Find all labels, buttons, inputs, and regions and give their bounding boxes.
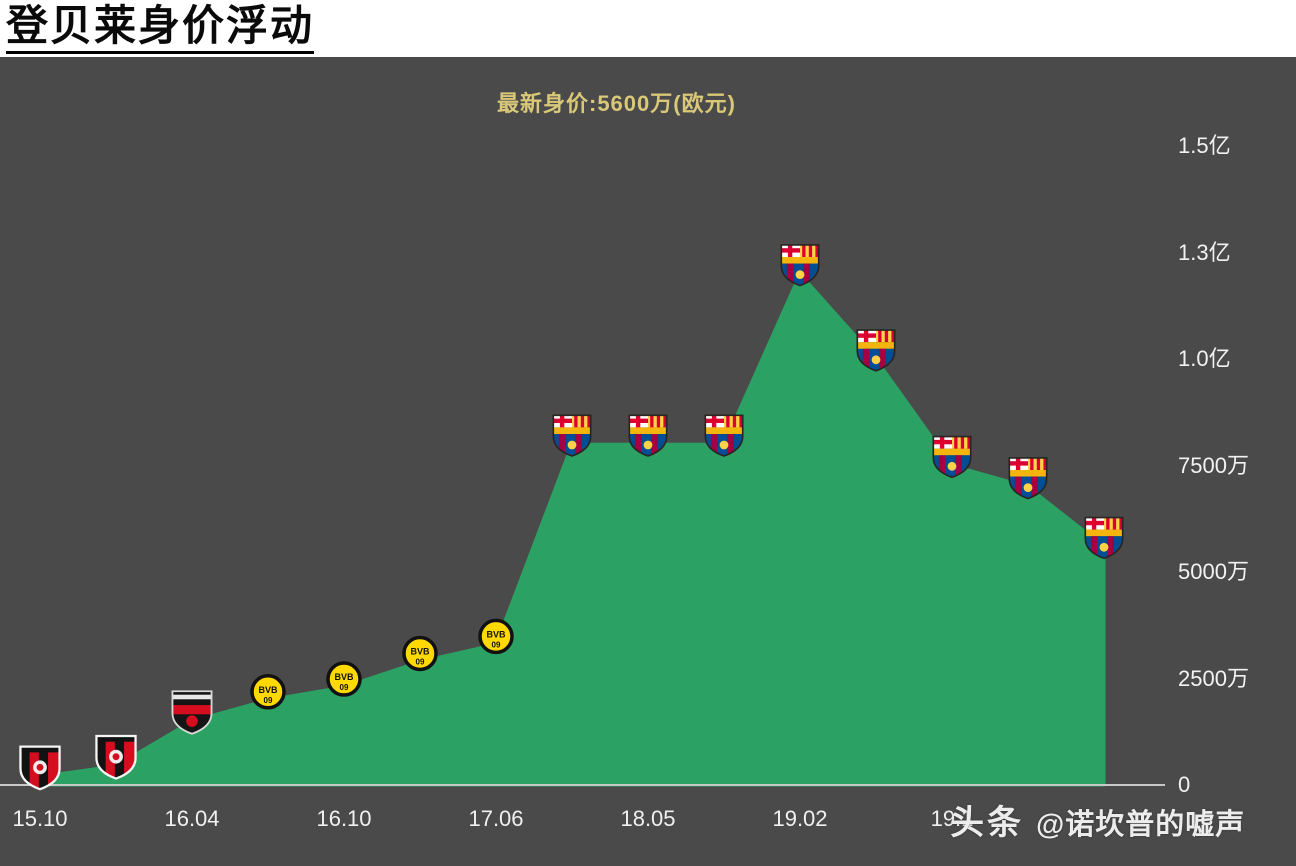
svg-text:09: 09	[416, 657, 425, 666]
svg-text:09: 09	[492, 640, 501, 649]
barcelona-badge-icon	[628, 414, 668, 457]
bvb-dortmund-badge-icon: BVB 09	[478, 618, 514, 655]
svg-text:09: 09	[340, 683, 349, 692]
bvb-dortmund-badge-icon: BVB 09	[326, 661, 362, 697]
x-axis-tick-label: 16.04	[164, 806, 220, 831]
svg-text:BVB: BVB	[334, 672, 354, 682]
rennes-badge-icon	[95, 734, 137, 780]
bvb-dortmund-badge-icon: BVB 09	[402, 635, 438, 672]
svg-text:BVB: BVB	[410, 646, 430, 656]
svg-text:09: 09	[264, 696, 273, 705]
watermark-brand-logo: 头条	[950, 804, 1024, 842]
watermark: 头条 @诺坎普的嘘声	[950, 795, 1245, 844]
svg-text:BVB: BVB	[486, 629, 506, 639]
y-axis-tick-label: 0	[1178, 772, 1191, 797]
y-axis-tick-label: 2500万	[1178, 665, 1249, 691]
watermark-handle: @诺坎普的嘘声	[1036, 809, 1246, 841]
header-bar: 登贝莱身价浮动	[0, 0, 1296, 57]
barcelona-badge-icon	[1084, 516, 1124, 560]
rennes-badge-icon	[19, 745, 61, 791]
y-axis-tick-label: 1.0亿	[1178, 346, 1231, 371]
barcelona-badge-icon	[704, 414, 744, 457]
barcelona-badge-icon	[1008, 457, 1048, 500]
x-axis-tick-label: 15.10	[12, 806, 68, 831]
bvb-dortmund-badge-icon: BVB 09	[250, 674, 286, 710]
y-axis-tick-label: 5000万	[1178, 559, 1249, 584]
latest-value-subtitle: 最新身价:5600万(欧元)	[497, 91, 736, 116]
x-axis-tick-label: 16.10	[316, 806, 372, 831]
x-axis-tick-label: 19.02	[772, 806, 828, 831]
x-axis-tick-label: 19.1	[930, 806, 974, 831]
y-axis-tick-label: 1.5亿	[1178, 133, 1231, 158]
x-axis-tick-label: 18.05	[620, 806, 676, 831]
barcelona-badge-icon	[856, 329, 896, 372]
barcelona-badge-icon	[552, 414, 592, 457]
page-title: 登贝莱身价浮动	[6, 3, 315, 55]
y-axis-tick-label: 7500万	[1178, 452, 1249, 478]
y-axis-tick-label: 1.3亿	[1178, 239, 1231, 265]
barcelona-badge-icon	[780, 244, 820, 287]
x-axis-tick-label: 17.06	[468, 806, 524, 831]
barcelona-badge-icon	[932, 435, 972, 479]
rennes-dark-badge-icon	[171, 690, 213, 735]
svg-text:BVB: BVB	[258, 685, 278, 695]
